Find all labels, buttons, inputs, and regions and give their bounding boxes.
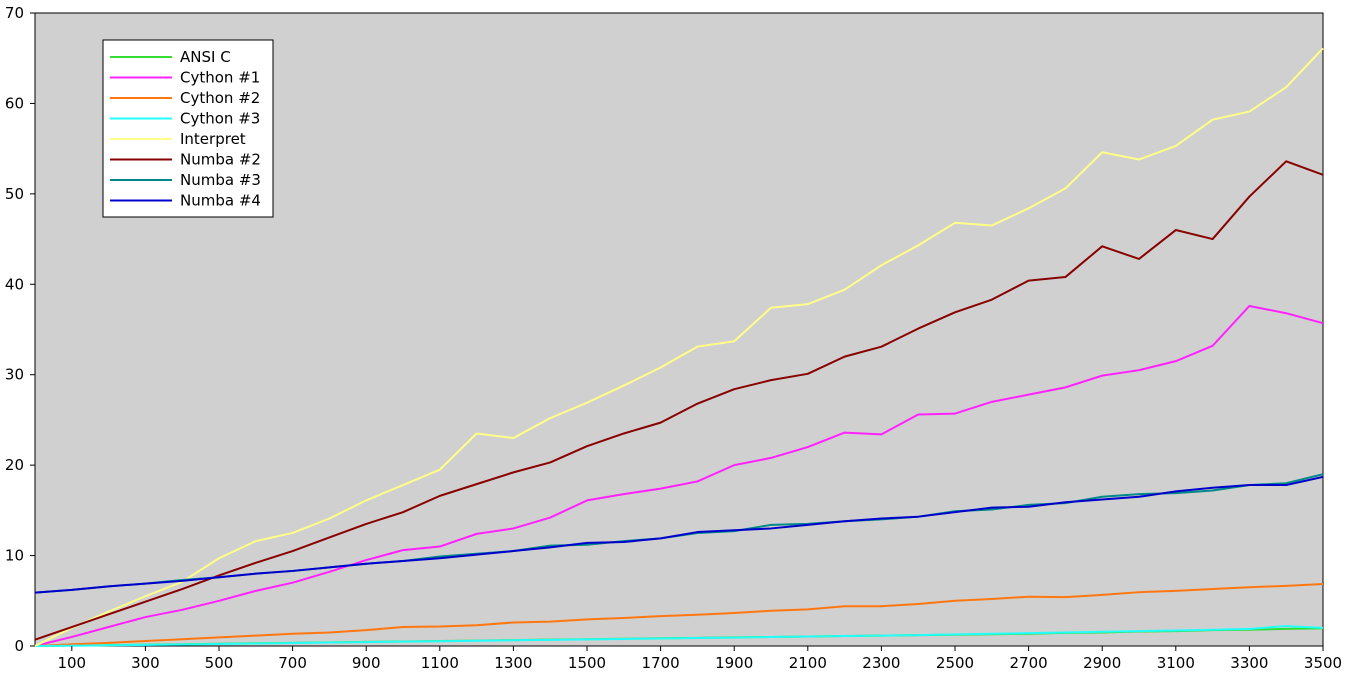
legend-label-ansi-c: ANSI C [180,48,231,66]
y-tick-label: 10 [5,547,24,565]
legend-label-numba-4: Numba #4 [180,192,261,210]
x-tick-label: 500 [205,654,234,672]
legend-label-cython-3: Cython #3 [180,110,260,128]
x-tick-label: 1900 [715,654,753,672]
legend-box [102,39,274,218]
x-tick-label: 900 [352,654,381,672]
series-line-interpret [34,47,1324,647]
y-tick-label: 0 [14,637,24,655]
series-line-numba-4 [34,475,1324,594]
x-tick-label: 2900 [1083,654,1121,672]
x-tick-label: 3500 [1304,654,1342,672]
y-tick-label: 50 [5,185,24,203]
y-axis: 0 10 20 30 40 50 60 70 [5,4,35,655]
x-tick-label: 1300 [494,654,532,672]
x-tick-label: 2300 [862,654,900,672]
legend: ANSI C Cython #1 Cython #2 Cython #3 Interpr… [102,39,274,218]
x-tick-label: 1500 [568,654,606,672]
x-axis: 100 300 500 700 900 1100 1300 1500 1700 1900 2100 2… [57,646,1342,672]
series-layer [34,47,1324,647]
legend-label-cython-2: Cython #2 [180,89,260,107]
x-tick-label: 100 [57,654,86,672]
x-tick-label: 1700 [642,654,680,672]
legend-label-numba-3: Numba #3 [180,171,261,189]
legend-items: ANSI C Cython #1 Cython #2 Cython #3 Interpr… [110,48,261,210]
x-tick-label: 700 [278,654,307,672]
x-tick-label: 300 [131,654,160,672]
x-tick-label: 2100 [789,654,827,672]
legend-label-interpret: Interpret [180,130,246,148]
y-tick-label: 60 [5,94,24,112]
series-line-cython-3 [34,625,1324,647]
x-tick-label: 3100 [1157,654,1195,672]
series-line-cython-1 [34,304,1324,647]
series-line-cython-2 [34,583,1324,647]
x-tick-label: 3300 [1230,654,1268,672]
x-tick-label: 2500 [936,654,974,672]
y-tick-label: 40 [5,275,24,293]
series-line-numba-2 [34,160,1324,641]
y-tick-label: 30 [5,366,24,384]
legend-label-cython-1: Cython #1 [180,69,260,87]
y-tick-label: 70 [5,4,24,22]
legend-label-numba-2: Numba #2 [180,151,261,169]
y-tick-label: 20 [5,456,24,474]
x-tick-label: 1100 [421,654,459,672]
x-tick-label: 2700 [1010,654,1048,672]
